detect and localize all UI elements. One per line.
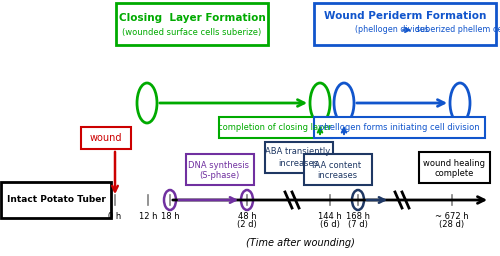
Text: phellogen forms initiating cell division: phellogen forms initiating cell division <box>318 123 480 132</box>
Text: complete: complete <box>434 169 474 178</box>
FancyBboxPatch shape <box>186 154 254 185</box>
Text: (7 d): (7 d) <box>348 220 368 229</box>
Text: 144 h: 144 h <box>318 212 342 221</box>
Text: wound healing: wound healing <box>423 158 485 167</box>
Text: ABA transiently: ABA transiently <box>266 147 330 156</box>
Text: wound: wound <box>90 133 122 143</box>
FancyBboxPatch shape <box>418 152 490 183</box>
Text: Closing  Layer Formation: Closing Layer Formation <box>118 13 266 23</box>
Text: (S-phase): (S-phase) <box>199 172 239 180</box>
FancyBboxPatch shape <box>264 142 332 173</box>
FancyBboxPatch shape <box>314 3 496 45</box>
Text: (phellogen divides: (phellogen divides <box>355 26 429 35</box>
Text: (Time after wounding): (Time after wounding) <box>246 238 354 248</box>
Text: IAA content: IAA content <box>312 161 362 169</box>
Text: ~ 672 h: ~ 672 h <box>435 212 469 221</box>
Text: increases: increases <box>278 158 318 167</box>
Text: 48 h: 48 h <box>238 212 256 221</box>
Text: increases: increases <box>317 172 357 180</box>
FancyBboxPatch shape <box>116 3 268 45</box>
Text: suberized phellem cells): suberized phellem cells) <box>416 26 500 35</box>
Text: (28 d): (28 d) <box>440 220 464 229</box>
Text: Intact Potato Tuber: Intact Potato Tuber <box>6 196 105 205</box>
Text: DNA synthesis: DNA synthesis <box>188 161 250 169</box>
FancyBboxPatch shape <box>218 116 332 137</box>
FancyBboxPatch shape <box>304 154 372 185</box>
Text: (wounded surface cells suberize): (wounded surface cells suberize) <box>122 27 262 37</box>
Text: (6 d): (6 d) <box>320 220 340 229</box>
Text: 168 h: 168 h <box>346 212 370 221</box>
Text: 12 h: 12 h <box>139 212 157 221</box>
Text: 18 h: 18 h <box>160 212 180 221</box>
Text: 0 h: 0 h <box>108 212 122 221</box>
FancyBboxPatch shape <box>81 127 131 149</box>
Text: Wound Periderm Formation: Wound Periderm Formation <box>324 11 486 21</box>
Text: (2 d): (2 d) <box>237 220 257 229</box>
FancyBboxPatch shape <box>1 182 111 218</box>
Text: completion of closing layer: completion of closing layer <box>218 123 332 132</box>
FancyBboxPatch shape <box>314 116 484 137</box>
